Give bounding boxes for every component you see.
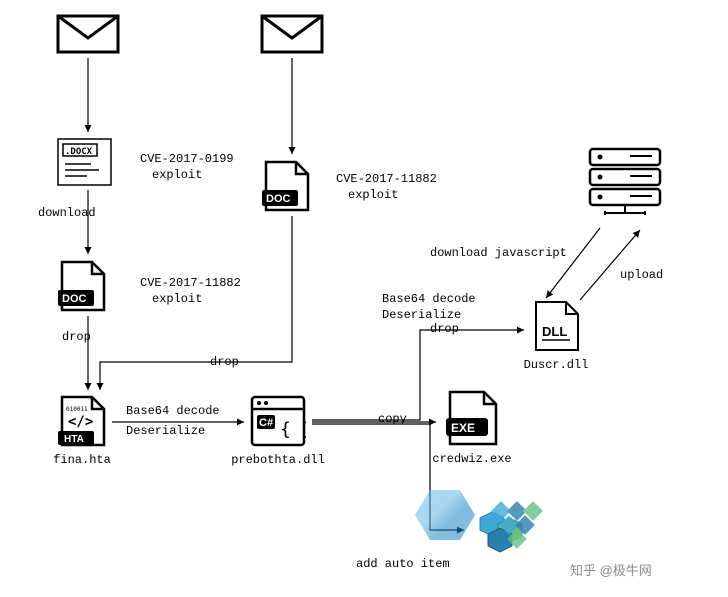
node-label-dll: Duscr.dll [524,358,589,372]
node-docx: .DOCX [57,138,112,190]
watermark-logo-icon [415,490,475,540]
watermark-text-wrap: 知乎 @极牛网 [570,560,652,579]
svg-text:C#: C# [259,417,273,429]
svg-text:EXE: EXE [451,421,475,435]
svg-text:010011: 010011 [66,406,88,413]
watermark-text: 知乎 @极牛网 [570,560,652,579]
svg-text:DOC: DOC [62,293,87,305]
node-label-exe: credwiz.exe [432,452,511,466]
edge-label-9: upload [620,268,663,282]
annotation-5: exploit [348,188,398,202]
node-csharp: C#{ }prebothta.dll [250,395,306,467]
edge-label-8: add auto item [356,557,450,571]
node-exe: EXEcredwiz.exe [442,390,502,466]
exe-icon: EXE [442,390,502,450]
node-server [580,145,670,221]
edge-label-4: drop [210,355,239,369]
annotation-9: Deserialize [382,308,461,322]
mail-icon [56,10,120,58]
edge-label-2: drop [62,330,91,344]
node-hta: 010011</> HTA fina.hta [56,395,108,467]
annotation-0: CVE-2017-0199 [140,152,234,166]
docx-icon: .DOCX [57,138,112,190]
annotation-6: Base64 decode [126,404,220,418]
doc-icon: DOC [56,260,108,316]
edge-label-6: copy [378,412,407,426]
doc-icon: DOC [260,160,312,216]
annotation-2: CVE-2017-11882 [140,276,241,290]
edge-label-10: download javascript [430,246,567,260]
mail-icon [260,10,324,58]
node-label-csharp: prebothta.dll [231,453,325,467]
annotation-7: Deserialize [126,424,205,438]
annotation-1: exploit [152,168,202,182]
server-icon [580,145,670,221]
annotation-3: exploit [152,292,202,306]
watermark [415,490,475,540]
svg-text:{ }: { } [280,419,306,440]
dll-icon: DLL [530,300,582,356]
annotation-4: CVE-2017-11882 [336,172,437,186]
edge-label-7: drop [430,322,459,336]
svg-text:</>: </> [68,414,93,430]
csharp-icon: C# { } [250,395,306,451]
diagram-connections [0,0,728,597]
svg-text:HTA: HTA [64,434,84,445]
edge-doc2-hta [100,216,292,390]
svg-text:.DOCX: .DOCX [65,147,93,157]
registry-cubes-icon [480,500,540,550]
edge-server-dll [546,228,600,298]
node-doc2: DOC [260,160,312,216]
watermark-cubes [480,500,540,550]
edge-dll-server [580,230,640,300]
edge-label-1: download [38,206,96,220]
svg-text:DLL: DLL [542,324,567,339]
node-mail1 [56,10,120,58]
hta-icon: 010011</> HTA [56,395,108,451]
node-mail2 [260,10,324,58]
node-doc1: DOC [56,260,108,316]
node-dll: DLLDuscr.dll [530,300,582,372]
node-label-hta: fina.hta [53,453,111,467]
annotation-8: Base64 decode [382,292,476,306]
svg-text:DOC: DOC [266,193,291,205]
